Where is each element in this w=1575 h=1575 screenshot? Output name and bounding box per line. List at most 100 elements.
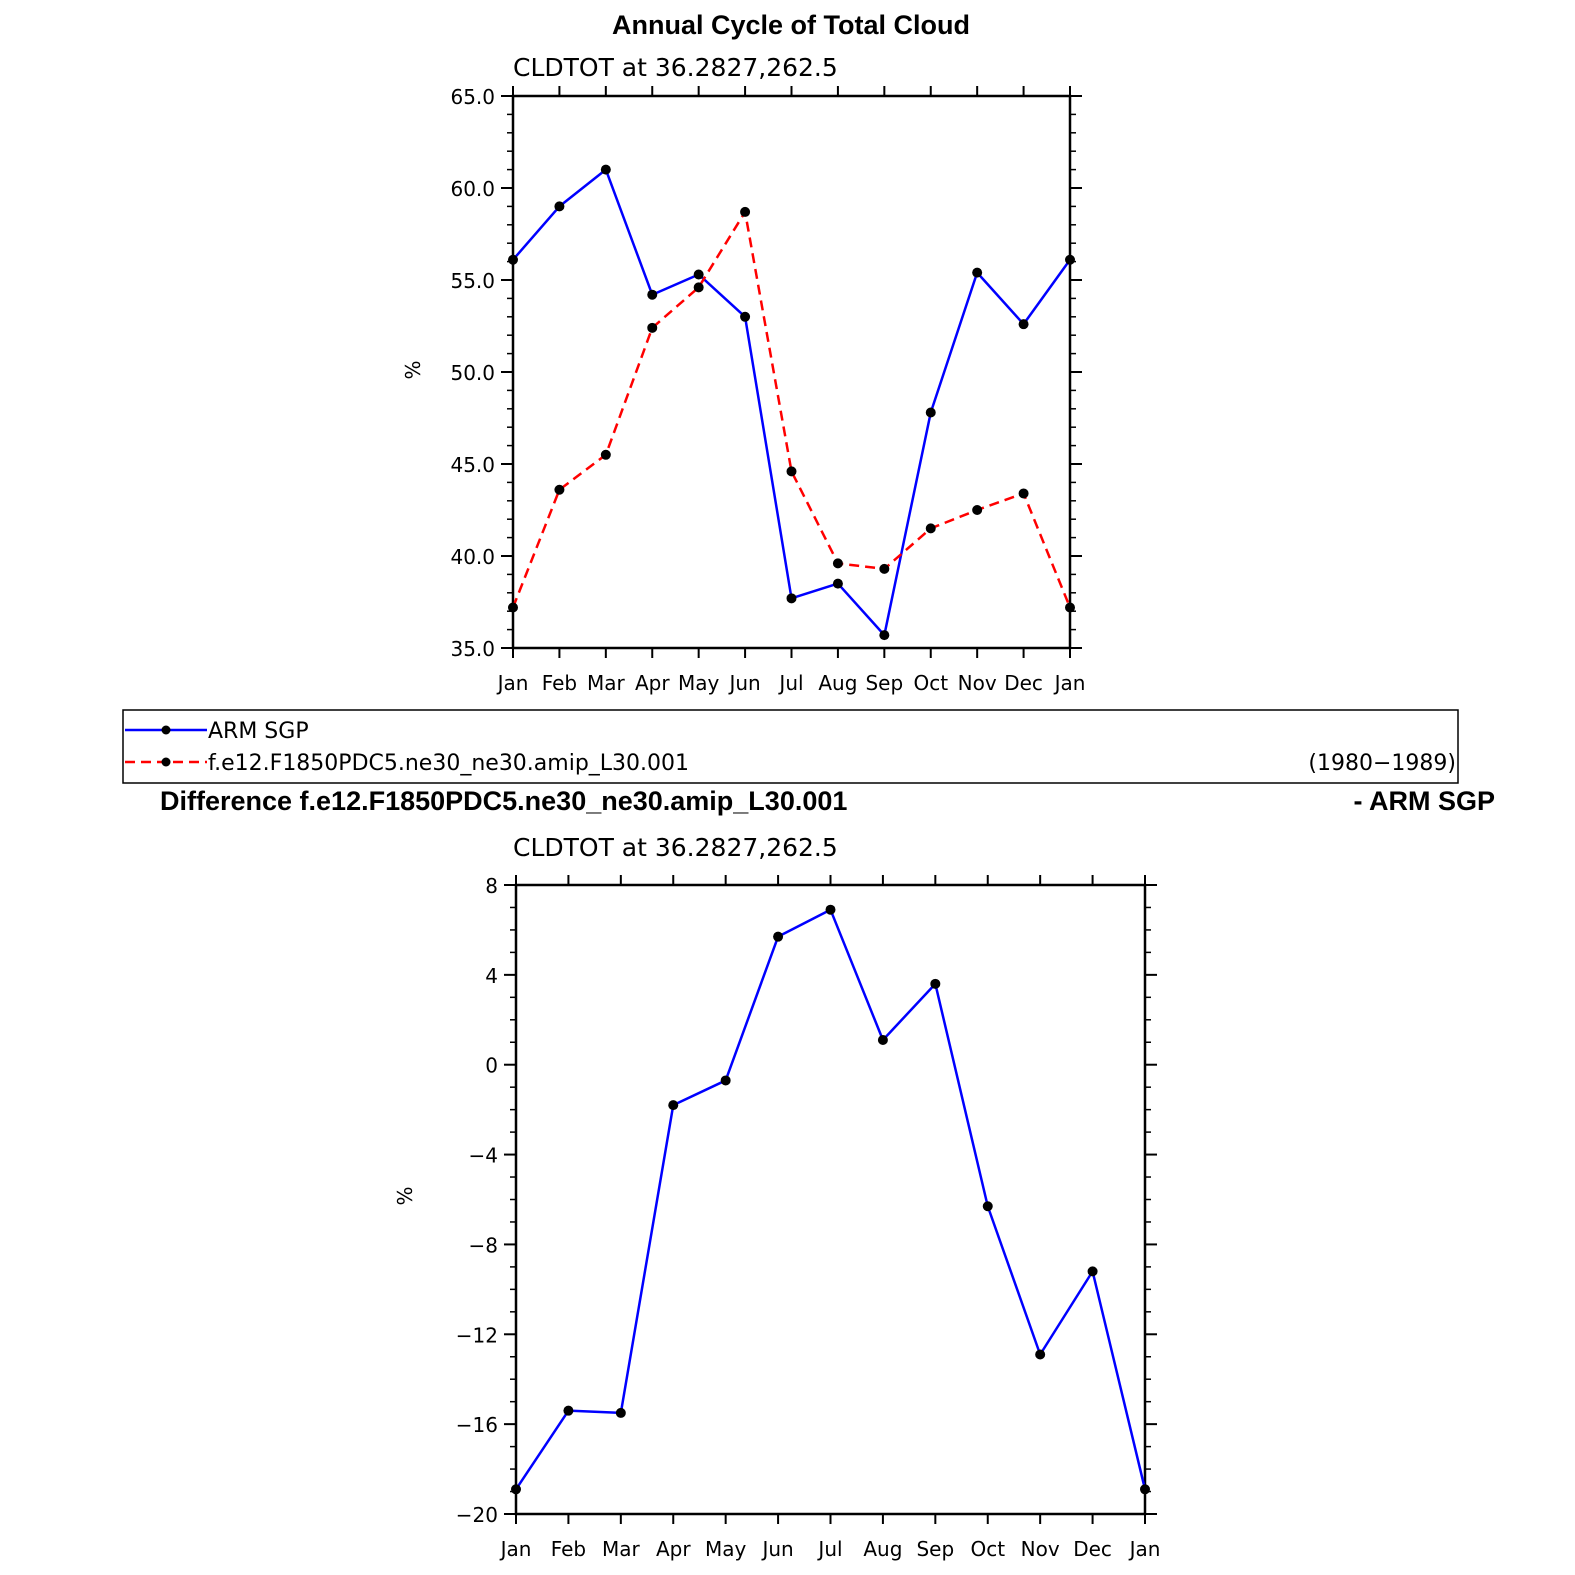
chart2-xtick-label: Jul	[816, 1537, 842, 1561]
chart2-ytick-label: −20	[456, 1503, 498, 1527]
chart2-xtick-label: Jan	[1128, 1537, 1161, 1561]
chart1-series-1-point	[879, 563, 890, 574]
legend-label-arm-sgp: ARM SGP	[208, 719, 309, 744]
chart2-series-0-point	[720, 1075, 731, 1086]
chart1-subtitle: CLDTOT at 36.2827,262.5	[513, 53, 838, 82]
chart1-plot-frame	[511, 94, 1072, 650]
chart2-ytick-label: 4	[485, 964, 498, 988]
chart2-ytick-label: −4	[469, 1144, 498, 1168]
chart2-series-0-point	[1087, 1266, 1098, 1277]
legend-period: (1980−1989)	[1308, 751, 1456, 776]
chart2-series-0-line	[514, 908, 1147, 1490]
chart1-series-0-line	[512, 168, 1072, 637]
chart1-series-1-point	[1065, 602, 1075, 613]
chart1-series-0-point	[554, 201, 565, 212]
chart1-series-1-point	[972, 505, 983, 515]
chart1-series-1-point	[740, 206, 751, 217]
chart1-series-1-point	[786, 466, 797, 477]
chart2-xtick-label: Apr	[656, 1537, 691, 1561]
chart1-series-0-point	[879, 630, 890, 641]
chart1-series-1-point	[693, 282, 704, 293]
chart1-ytick-label: 65.0	[450, 85, 495, 109]
chart2-xtick-label: Sep	[916, 1537, 954, 1561]
diff-title: Difference f.e12.F1850PDC5.ne30_ne30.ami…	[160, 786, 847, 816]
chart-annual-cycle: CLDTOT at 36.2827,262.5 % Jan Feb Mar Apr Ma…	[401, 53, 1085, 695]
chart1-xtick-label: Feb	[542, 671, 577, 695]
chart1-xtick-label: Jun	[727, 671, 760, 695]
chart1-ylabel: %	[401, 360, 425, 379]
chart1-xtick-label: Jul	[777, 671, 803, 695]
chart1-series-1-point	[647, 322, 658, 333]
chart2-xtick-label: Jun	[760, 1537, 793, 1561]
chart2-ytick-label: 0	[485, 1054, 498, 1078]
chart1-series-0-point	[508, 254, 518, 265]
chart1-xtick-label: May	[678, 671, 720, 695]
chart1-xtick-label: Jan	[1053, 671, 1086, 695]
chart2-ytick-label: −16	[456, 1413, 498, 1437]
chart1-series-1-line	[511, 210, 1072, 608]
chart1-ytick-label: 45.0	[450, 453, 495, 477]
chart2-xtick-label: Oct	[970, 1537, 1005, 1561]
chart2-ytick-label: −12	[456, 1323, 498, 1347]
chart1-series-0-point	[693, 269, 704, 280]
chart1-series-1-point	[554, 484, 565, 495]
chart-difference: CLDTOT at 36.2827,262.5 % Jan Feb Mar Apr Ma…	[393, 833, 1160, 1561]
chart1-xtick-label: Nov	[958, 671, 997, 695]
chart2-series-0-point	[773, 931, 784, 942]
chart1-series-1-point	[925, 523, 936, 534]
chart2-series-0-point	[1140, 1484, 1150, 1495]
legend-marker-arm-sgp	[161, 725, 171, 735]
chart1-xtick-label: Mar	[587, 671, 626, 695]
chart1-series-0-point	[600, 164, 611, 175]
chart1-ytick-label: 35.0	[450, 637, 495, 661]
chart1-ytick-label: 55.0	[450, 269, 495, 293]
chart2-xtick-label: Feb	[551, 1537, 586, 1561]
chart1-series-1-point	[832, 558, 843, 569]
chart2-series-0-point	[615, 1407, 626, 1418]
chart1-xtick-label: Sep	[865, 671, 903, 695]
chart1-series-1-point	[508, 602, 518, 613]
legend-label-model: f.e12.F1850PDC5.ne30_ne30.amip_L30.001	[208, 751, 689, 776]
chart2-xtick-label: Aug	[863, 1537, 902, 1561]
chart2-series-0-point	[1035, 1349, 1046, 1360]
legend: ARM SGP f.e12.F1850PDC5.ne30_ne30.amip_L…	[122, 709, 1459, 784]
chart2-ytick-label: −8	[469, 1233, 498, 1257]
chart2-series-0-point	[668, 1100, 679, 1111]
chart1-ytick-label: 40.0	[450, 545, 495, 569]
chart2-xtick-label: Mar	[602, 1537, 641, 1561]
chart2-xtick-label: Dec	[1073, 1537, 1112, 1561]
chart2-series-0-point	[511, 1484, 521, 1495]
chart1-ytick-label: 50.0	[450, 361, 495, 385]
chart1-ytick-label: 60.0	[450, 177, 495, 201]
chart1-series-0-point	[647, 289, 658, 300]
chart2-xtick-label: May	[705, 1537, 747, 1561]
chart1-series-0-point	[740, 311, 751, 322]
legend-marker-model	[161, 757, 171, 767]
chart2-xtick-label: Nov	[1021, 1537, 1060, 1561]
chart1-series-0-point	[1018, 319, 1029, 330]
chart2-series-0-point	[825, 904, 836, 915]
chart1-series-0-point	[786, 593, 797, 604]
chart1-xtick-label: Apr	[635, 671, 670, 695]
chart2-ytick-label: 8	[485, 874, 498, 898]
chart1-xtick-label: Dec	[1004, 671, 1043, 695]
chart2-series-0-point	[877, 1035, 888, 1046]
chart2-ylabel: %	[393, 1186, 417, 1205]
chart1-series-0-point	[1065, 254, 1075, 265]
top-title: Annual Cycle of Total Cloud	[612, 10, 970, 40]
chart1-series-0-point	[925, 407, 936, 418]
chart1-xtick-label: Aug	[818, 671, 857, 695]
chart2-xtick-label: Jan	[499, 1537, 532, 1561]
chart1-series-0-point	[832, 578, 843, 589]
chart1-xtick-label: Oct	[913, 671, 948, 695]
chart1-series-1-point	[600, 449, 611, 460]
chart1-series-0-point	[972, 267, 983, 278]
chart1-series-1-point	[1018, 488, 1029, 499]
chart2-plot-frame	[514, 883, 1147, 1516]
chart2-subtitle: CLDTOT at 36.2827,262.5	[513, 833, 838, 862]
diff-title-right: - ARM SGP	[1354, 786, 1496, 816]
chart1-xtick-label: Jan	[496, 671, 529, 695]
chart2-series-0-point	[982, 1201, 993, 1212]
chart2-series-0-point	[930, 978, 941, 989]
